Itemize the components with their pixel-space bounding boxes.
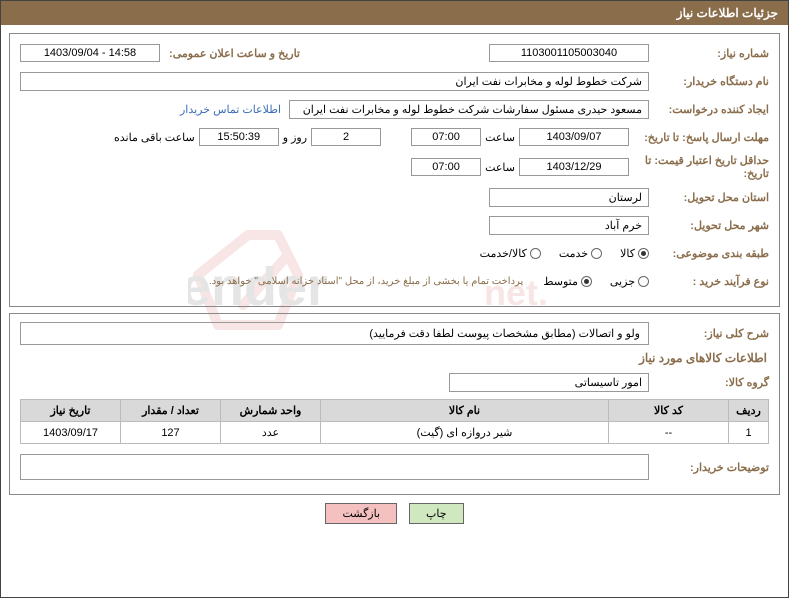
main-form-box: شماره نیاز: 1103001105003040 تاریخ و ساع… [9,33,780,307]
cell-radif: 1 [729,422,769,444]
radio-kala[interactable]: کالا [620,247,649,260]
table-header-row: ردیف کد کالا نام کالا واحد شمارش تعداد /… [21,400,769,422]
field-days-left: 2 [311,128,381,146]
goods-info-heading: اطلاعات کالاهای مورد نیاز [22,351,767,365]
radio-jozee[interactable]: جزیی [610,275,649,288]
field-announce-dt: 1403/09/04 - 14:58 [20,44,160,62]
th-date: تاریخ نیاز [21,400,121,422]
label-reply-deadline: مهلت ارسال پاسخ: تا تاریخ: [629,131,769,144]
description-box: شرح کلی نیاز: ولو و اتصالات (مطابق مشخصا… [9,313,780,495]
field-validity-time: 07:00 [411,158,481,176]
label-announce-dt: تاریخ و ساعت اعلان عمومی: [160,47,300,60]
table-row: 1 -- شیر دروازه ای (گیت) عدد 127 1403/09… [21,422,769,444]
panel-title: جزئیات اطلاعات نیاز [677,6,778,20]
radio-motavaset[interactable]: متوسط [543,275,592,288]
radio-khedmat[interactable]: خدمت [559,247,602,260]
label-remaining: ساعت باقی مانده [110,131,199,144]
buyer-contact-link[interactable]: اطلاعات تماس خریدار [180,103,281,116]
label-city: شهر محل تحویل: [649,219,769,232]
cell-name: شیر دروازه ای (گیت) [321,422,609,444]
cell-qty: 127 [121,422,221,444]
cell-code: -- [609,422,729,444]
field-city: خرم آباد [489,216,649,235]
back-button[interactable]: بازگشت [325,503,397,524]
th-qty: تعداد / مقدار [121,400,221,422]
field-reply-date: 1403/09/07 [519,128,629,146]
field-requester: مسعود حیدری مسئول سفارشات شرکت خطوط لوله… [289,100,649,119]
field-need-no: 1103001105003040 [489,44,649,62]
cell-date: 1403/09/17 [21,422,121,444]
subject-radio-group: کالا خدمت کالا/خدمت [480,247,649,260]
field-validity-date: 1403/12/29 [519,158,629,176]
field-goods-group: امور تاسیساتی [449,373,649,392]
th-radif: ردیف [729,400,769,422]
label-buyer-org: نام دستگاه خریدار: [649,75,769,88]
label-purchase-type: نوع فرآیند خرید : [649,275,769,288]
th-code: کد کالا [609,400,729,422]
field-time-left: 15:50:39 [199,128,279,146]
label-days-and: روز و [279,131,311,144]
label-time-word-1: ساعت [481,131,519,144]
radio-kala-khedmat[interactable]: کالا/خدمت [480,247,541,260]
label-time-word-2: ساعت [481,161,519,174]
field-province: لرستان [489,188,649,207]
th-unit: واحد شمارش [221,400,321,422]
button-row: چاپ بازگشت [9,503,780,524]
label-subject-class: طبقه بندی موضوعی: [649,247,769,260]
field-general-desc: ولو و اتصالات (مطابق مشخصات پیوست لطفا د… [20,322,649,345]
label-need-no: شماره نیاز: [649,47,769,60]
cell-unit: عدد [221,422,321,444]
field-reply-time: 07:00 [411,128,481,146]
label-goods-group: گروه کالا: [649,376,769,389]
label-price-validity: حداقل تاریخ اعتبار قیمت: تا تاریخ: [629,154,769,180]
th-name: نام کالا [321,400,609,422]
goods-table: ردیف کد کالا نام کالا واحد شمارش تعداد /… [20,399,769,444]
field-buyer-notes [20,454,649,480]
payment-note: پرداخت تمام یا بخشی از مبلغ خرید، از محل… [209,276,523,287]
label-province: استان محل تحویل: [649,191,769,204]
print-button[interactable]: چاپ [409,503,464,524]
panel-header: جزئیات اطلاعات نیاز [1,1,788,25]
label-requester: ایجاد کننده درخواست: [649,103,769,116]
label-general-desc: شرح کلی نیاز: [649,327,769,340]
label-buyer-notes: توضیحات خریدار: [649,461,769,474]
field-buyer-org: شرکت خطوط لوله و مخابرات نفت ایران [20,72,649,91]
purchase-radio-group: جزیی متوسط [543,275,649,288]
